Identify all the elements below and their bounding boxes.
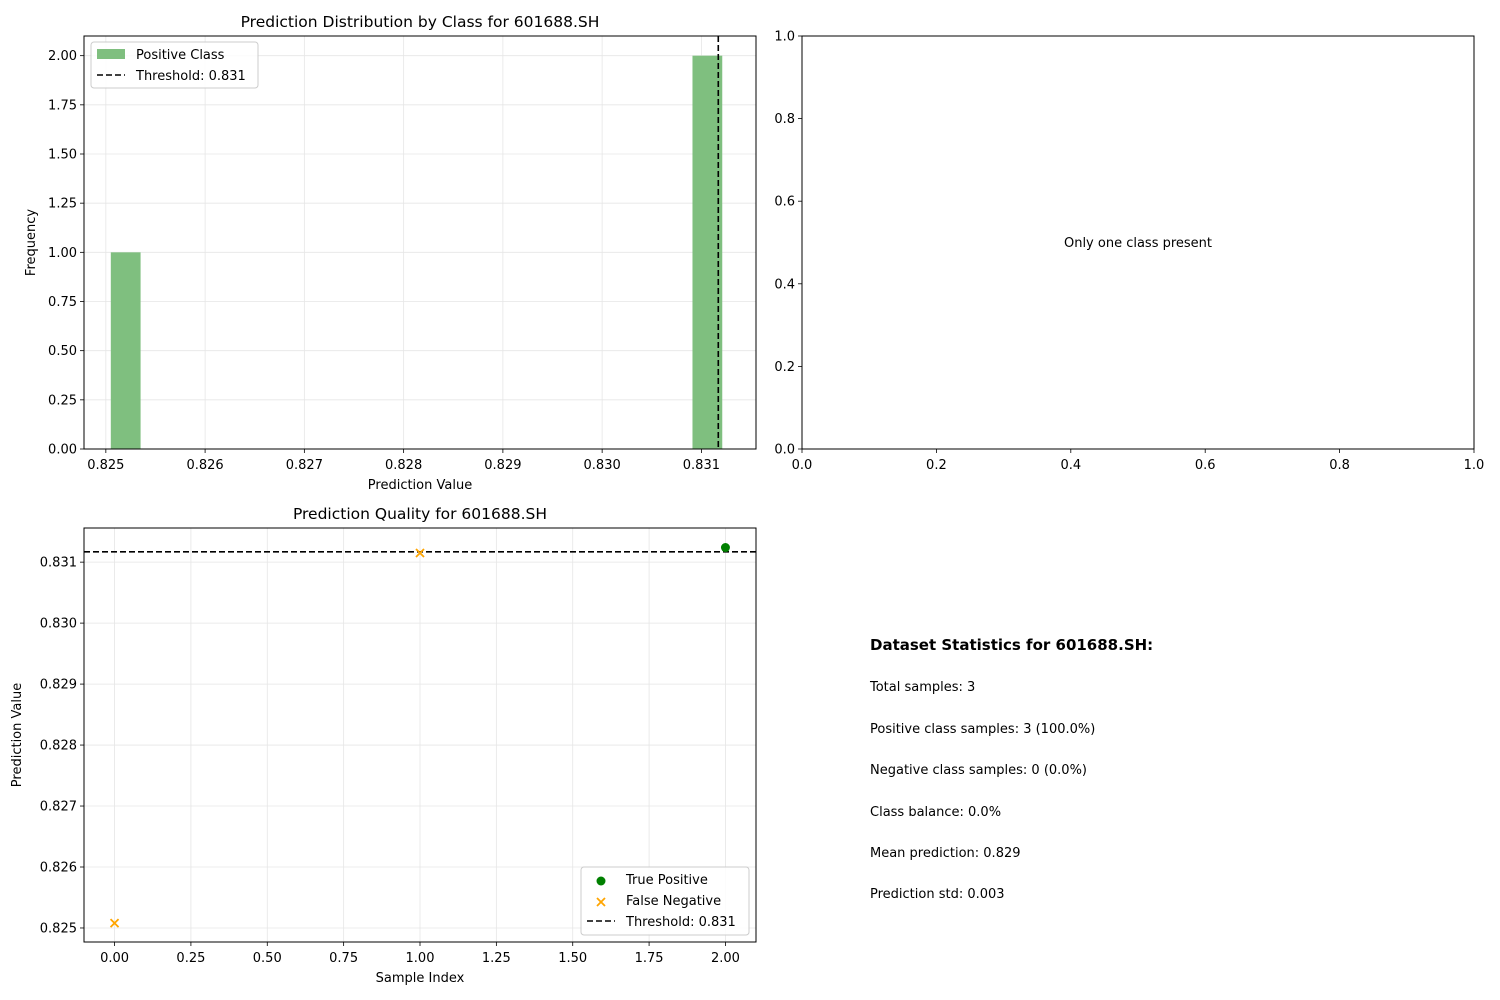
y-tick-label: 1.25 — [48, 197, 77, 212]
y-tick-label: 0.25 — [48, 393, 77, 408]
x-tick-label: 0.831 — [683, 458, 720, 473]
x-tick-label: 0.825 — [87, 458, 124, 473]
legend-label-threshold: Threshold: 0.831 — [625, 915, 736, 930]
stats-negative-samples: Negative class samples: 0 (0.0%) — [870, 763, 1088, 778]
y-tick-label: 0.8 — [774, 112, 795, 127]
y-tick-label: 0.826 — [40, 861, 77, 876]
y-tick-label: 0.00 — [48, 443, 77, 458]
x-tick-label: 0.75 — [329, 951, 358, 966]
stats-mean-prediction: Mean prediction: 0.829 — [870, 846, 1021, 861]
chart-title: Prediction Quality for 601688.SH — [293, 505, 547, 523]
y-tick-label: 0.830 — [40, 617, 77, 632]
y-tick-label: 0.75 — [48, 295, 77, 310]
y-tick-label: 1.0 — [774, 30, 795, 45]
legend-swatch-positive — [97, 49, 125, 59]
y-tick-label: 0.2 — [774, 360, 795, 375]
x-tick-label: 0.2 — [926, 458, 947, 473]
x-tick-label: 0.6 — [1195, 458, 1216, 473]
histogram-bar — [692, 55, 723, 450]
x-tick-label: 0.25 — [176, 951, 205, 966]
y-tick-label: 0.0 — [774, 443, 795, 458]
x-tick-label: 0.4 — [1060, 458, 1081, 473]
legend-label-threshold: Threshold: 0.831 — [135, 69, 246, 84]
x-tick-label: 0.50 — [253, 951, 282, 966]
legend-swatch-true-positive — [596, 876, 606, 886]
x-tick-label: 0.829 — [484, 458, 521, 473]
y-axis-label: Frequency — [24, 209, 39, 276]
x-tick-label: 1.75 — [635, 951, 664, 966]
x-tick-label: 1.0 — [1464, 458, 1485, 473]
y-tick-label: 1.75 — [48, 98, 77, 113]
x-tick-label: 1.00 — [406, 951, 435, 966]
stats-positive-samples: Positive class samples: 3 (100.0%) — [870, 722, 1096, 737]
false-negative-point — [109, 918, 120, 928]
single-class-chart: 0.0 0.2 0.4 0.6 0.8 1.0 0.0 0.2 0.4 0.6 0.8 1.0 Only… — [774, 30, 1484, 474]
y-tick-label: 0.827 — [40, 800, 77, 815]
x-tick-label: 0.826 — [186, 458, 223, 473]
x-tick-label: 0.830 — [584, 458, 621, 473]
legend: Positive Class Threshold: 0.831 — [90, 41, 259, 89]
axes-frame — [83, 35, 757, 450]
y-tick-label: 0.50 — [48, 344, 77, 359]
annotation-text: Only one class present — [1064, 236, 1212, 251]
x-marker-stroke — [596, 897, 606, 907]
histogram-bar — [110, 252, 141, 449]
x-tick-label: 0.8 — [1329, 458, 1350, 473]
x-marker-stroke — [109, 918, 120, 928]
legend-swatch-false-negative — [596, 897, 606, 907]
stats-title: Dataset Statistics for 601688.SH: — [870, 636, 1154, 654]
legend: True Positive False Negative Threshold: 0.… — [580, 866, 750, 936]
y-tick-label: 0.825 — [40, 921, 77, 936]
dataset-statistics-panel: Dataset Statistics for 601688.SH: Total … — [870, 636, 1154, 902]
x-axis-label: Prediction Value — [368, 478, 472, 493]
prediction-quality-chart: 0.00 0.25 0.50 0.75 1.00 1.25 1.50 1.75 2.00 0.82… — [10, 505, 757, 986]
x-axis-label: Sample Index — [376, 971, 465, 986]
legend-label-positive: Positive Class — [136, 48, 225, 63]
x-tick-label: 0.00 — [100, 951, 129, 966]
chart-title: Prediction Distribution by Class for 601… — [241, 13, 600, 31]
y-axis-label: Prediction Value — [10, 683, 25, 787]
legend-box — [90, 41, 259, 89]
y-tick-label: 0.4 — [774, 277, 795, 292]
y-tick-label: 1.00 — [48, 246, 77, 261]
y-tick-label: 0.6 — [774, 195, 795, 210]
true-positive-point — [720, 543, 730, 553]
y-tick-label: 0.828 — [40, 739, 77, 754]
x-tick-label: 0.827 — [286, 458, 323, 473]
legend-label-true-positive: True Positive — [625, 873, 708, 888]
x-marker-stroke — [415, 548, 425, 558]
x-tick-label: 0.0 — [792, 458, 813, 473]
histogram-chart: 0.825 0.826 0.827 0.828 0.829 0.830 0.831 0.00 0… — [24, 13, 757, 493]
axes-frame — [83, 527, 757, 943]
y-tick-label: 1.50 — [48, 148, 77, 163]
y-tick-label: 0.829 — [40, 678, 77, 693]
stats-prediction-std: Prediction std: 0.003 — [870, 887, 1005, 902]
x-tick-label: 2.00 — [711, 951, 740, 966]
stats-total-samples: Total samples: 3 — [870, 680, 976, 695]
x-tick-label: 1.50 — [558, 951, 587, 966]
legend-box — [580, 866, 750, 936]
legend-label-false-negative: False Negative — [626, 894, 721, 909]
y-tick-label: 2.00 — [48, 49, 77, 64]
x-tick-label: 1.25 — [482, 951, 511, 966]
stats-class-balance: Class balance: 0.0% — [870, 805, 1002, 820]
y-tick-label: 0.831 — [40, 556, 77, 571]
x-tick-label: 0.828 — [385, 458, 422, 473]
axes-frame — [801, 35, 1475, 450]
false-negative-point — [415, 548, 425, 558]
